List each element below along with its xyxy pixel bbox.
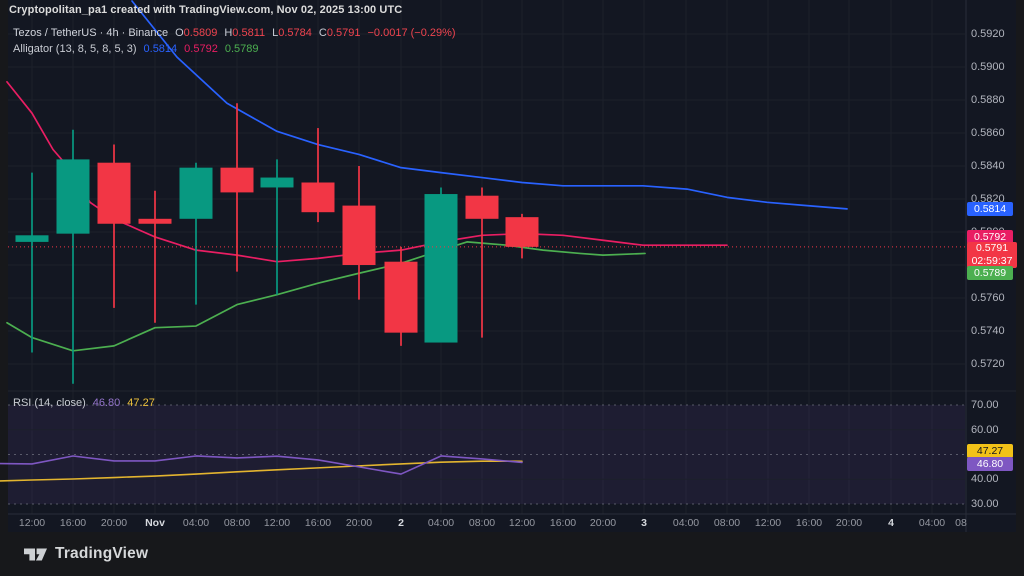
rsi-band — [8, 405, 965, 504]
price-tick-label: 0.5860 — [971, 127, 1005, 139]
time-tick-label: 2 — [398, 517, 404, 529]
jaw-price-badge: 0.5814 — [967, 202, 1013, 216]
candle-body — [97, 162, 131, 224]
rsi-legend[interactable]: RSI (14, close) 46.80 47.27 — [13, 396, 155, 410]
time-tick-label: 04:00 — [427, 517, 455, 529]
last-price-value: 0.5791 — [975, 242, 1009, 254]
ohlc-high-value: 0.5811 — [232, 27, 266, 39]
time-tick-label: 16:00 — [795, 517, 823, 529]
rsi-ma-value: 47.27 — [127, 397, 155, 409]
countdown-timer: 02:59:37 — [971, 255, 1013, 267]
tradingview-wordmark: TradingView — [55, 545, 149, 562]
last-price-badge: 0.5791 02:59:37 — [967, 242, 1017, 268]
candle-body — [56, 159, 90, 234]
symbol-legend[interactable]: Tezos / TetherUS · 4h · Binance O0.5809 H0… — [13, 26, 456, 40]
tradingview-logo-icon — [24, 548, 47, 560]
alligator-lips-value: 0.5789 — [224, 43, 259, 55]
price-tick-label: 0.5760 — [971, 292, 1005, 304]
time-tick-label: 04:00 — [918, 517, 946, 529]
candle-body — [342, 205, 376, 265]
price-tick-label: 0.5880 — [971, 94, 1005, 106]
time-tick-label: 12:00 — [263, 517, 291, 529]
rsi-tick-label: 40.00 — [971, 473, 999, 486]
teeth-badge-value: 0.5792 — [973, 231, 1007, 243]
time-tick-label: 04:00 — [672, 517, 700, 529]
alligator-lips-line — [6, 241, 646, 352]
ohlc-open-value: 0.5809 — [183, 27, 218, 39]
time-tick-label: 12:00 — [508, 517, 536, 529]
symbol-title: Tezos / TetherUS · 4h · Binance — [13, 27, 169, 39]
time-tick-label: 20:00 — [589, 517, 617, 529]
rsi-tick-label: 60.00 — [971, 423, 999, 436]
time-tick-label: 20:00 — [835, 517, 863, 529]
time-tick-label: 20:00 — [100, 517, 128, 529]
alligator-jaw-line — [131, 0, 848, 210]
alligator-title: Alligator (13, 8, 5, 8, 5, 3) — [13, 43, 137, 55]
price-tick-label: 0.5920 — [971, 28, 1005, 40]
time-tick-label: 12:00 — [18, 517, 46, 529]
rsi-tick-label: 70.00 — [971, 399, 999, 411]
ohlc-high-label: H — [224, 27, 233, 39]
time-tick-label: 08:00 — [468, 517, 496, 529]
price-tick-label: 0.5740 — [971, 325, 1005, 337]
tradingview-logo-link[interactable]: TradingView — [24, 545, 148, 563]
rsi-tick-label: 30.00 — [971, 498, 999, 510]
bottom-toolbar: TradingView — [0, 532, 1024, 576]
candle-body — [15, 235, 49, 242]
rsi-value: 46.80 — [92, 397, 121, 409]
teeth-price-badge: 0.5792 — [967, 230, 1013, 244]
lips-price-badge: 0.5789 — [967, 266, 1013, 280]
candle-body — [465, 195, 499, 219]
candle-body — [179, 167, 213, 219]
price-tick-label: 0.5900 — [971, 61, 1005, 73]
ohlc-close-label: C — [318, 27, 327, 39]
time-tick-label: 3 — [641, 517, 647, 529]
rsi-line — [0, 455, 523, 475]
price-tick-label: 0.5840 — [971, 160, 1005, 172]
time-tick-label: 04:00 — [182, 517, 210, 529]
jaw-badge-value: 0.5814 — [973, 203, 1007, 215]
rsi-badge: 46.80 — [967, 457, 1013, 471]
candle-body — [424, 194, 458, 343]
price-tick-label: 0.5720 — [971, 358, 1005, 370]
time-tick-label: Nov — [145, 517, 165, 529]
candle-body — [220, 167, 254, 193]
alligator-legend[interactable]: Alligator (13, 8, 5, 8, 5, 3) 0.5814 0.579… — [13, 42, 258, 56]
candle-body — [384, 261, 418, 333]
lips-badge-value: 0.5789 — [973, 267, 1007, 279]
candle-body — [138, 218, 172, 224]
rsi-title: RSI (14, close) — [13, 397, 86, 409]
time-tick-label: 20:00 — [345, 517, 373, 529]
candle-body — [260, 177, 294, 188]
time-tick-label: 08 — [955, 517, 967, 529]
time-tick-label: 16:00 — [549, 517, 577, 529]
rsi-ma-badge-value: 47.27 — [976, 445, 1004, 457]
alligator-teeth-value: 0.5792 — [184, 43, 218, 55]
alligator-jaw-value: 0.5814 — [143, 43, 178, 55]
time-tick-label: 08:00 — [713, 517, 741, 529]
chart-pane-bg — [8, 0, 1016, 532]
rsi-ma-badge: 47.27 — [967, 444, 1013, 458]
ohlc-close-value: 0.5791 — [326, 27, 361, 39]
ohlc-low-label: L — [272, 27, 279, 39]
time-tick-label: 12:00 — [754, 517, 782, 529]
ohlc-low-value: 0.5784 — [278, 27, 312, 39]
time-tick-label: 4 — [888, 517, 894, 529]
ohlc-change: −0.0017 (−0.29%) — [367, 27, 456, 39]
attribution-text: Cryptopolitan_pa1 created with TradingVi… — [9, 4, 403, 16]
rsi-ma-line — [0, 460, 523, 482]
rsi-badge-value: 46.80 — [976, 458, 1004, 470]
time-tick-label: 16:00 — [304, 517, 332, 529]
time-scale[interactable]: 12:00 16:00 20:00 Nov 04:00 08:00 12:00 16:00 20… — [0, 0, 968, 540]
time-tick-label: 16:00 — [59, 517, 87, 529]
ohlc-open-label: O — [175, 27, 184, 39]
candle-body — [301, 182, 335, 213]
time-tick-label: 08:00 — [223, 517, 251, 529]
candle-body — [505, 217, 539, 247]
